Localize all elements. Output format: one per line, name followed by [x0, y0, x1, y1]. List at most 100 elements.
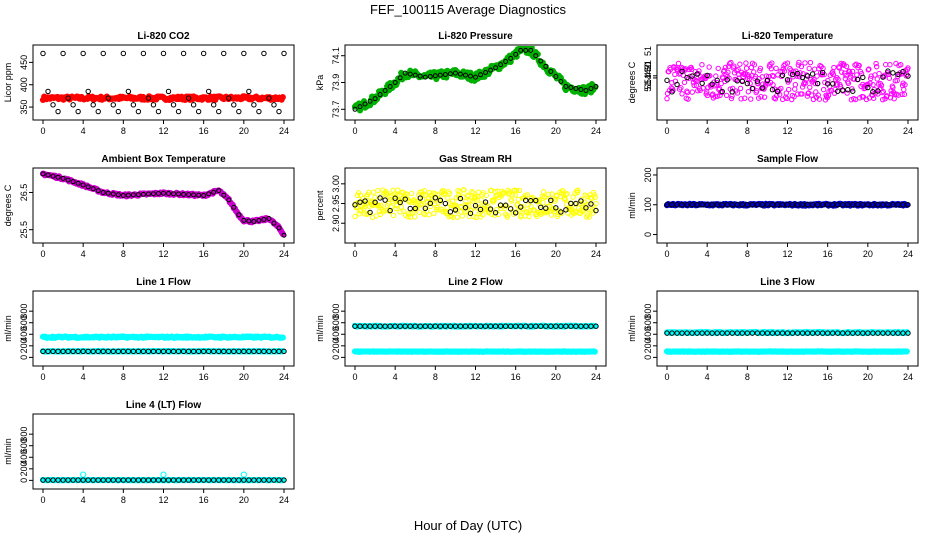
hourly-point: [171, 191, 177, 197]
hourly-point: [870, 202, 876, 208]
hourly-point: [507, 323, 514, 329]
x-tick-label: 24: [591, 249, 601, 259]
hourly-point: [216, 477, 222, 483]
panel-frame: [344, 167, 607, 244]
data-point: [751, 62, 758, 68]
x-tick-label: 8: [433, 126, 438, 136]
hourly-point: [170, 348, 177, 355]
hourly-point: [819, 69, 826, 76]
x-tick-label: 0: [664, 126, 669, 136]
x-tick-label: 16: [199, 126, 209, 136]
plot-area: [352, 187, 599, 220]
data-point: [377, 211, 384, 218]
data-point: [411, 214, 418, 220]
data-point: [454, 214, 461, 220]
hourly-point: [835, 330, 841, 336]
panel-sample_flow: Sample Flow 0 4 8 12 16 20 24 0 100 200 ml/min: [627, 154, 919, 259]
y-tick-label: 200: [643, 167, 653, 182]
hourly-point: [165, 88, 172, 95]
hourly-point: [739, 330, 746, 336]
data-point: [524, 192, 531, 198]
hourly-point: [890, 330, 896, 336]
data-point: [384, 190, 390, 196]
hourly-point: [281, 50, 287, 57]
hourly-point: [231, 477, 237, 483]
hourly-point: [266, 216, 272, 222]
data-point: [375, 187, 381, 194]
data-point: [412, 199, 418, 205]
x-tick-label: 4: [393, 372, 398, 382]
x-tick-label: 0: [352, 372, 357, 382]
data-point: [492, 212, 498, 218]
hourly-point: [125, 192, 131, 198]
hourly-point: [175, 108, 182, 115]
hourly-point: [160, 50, 167, 57]
hourly-point: [105, 95, 111, 101]
hourly-point: [689, 73, 695, 79]
hourly-point: [246, 218, 252, 224]
hourly-point: [900, 68, 906, 75]
hourly-point: [75, 180, 81, 186]
hourly-point: [503, 59, 509, 65]
hourly-point: [40, 348, 46, 355]
hourly-point: [417, 195, 423, 201]
hourly-point: [734, 330, 740, 336]
hourly-point: [100, 348, 106, 355]
data-point: [393, 202, 400, 209]
hourly-point: [553, 205, 559, 211]
hourly-point: [140, 348, 147, 355]
x-tick-label: 20: [239, 495, 249, 505]
hourly-point: [523, 323, 529, 329]
hourly-point: [50, 102, 56, 108]
hourly-point: [185, 477, 192, 483]
data-point: [879, 96, 886, 103]
hourly-point: [870, 89, 876, 95]
data-point: [535, 198, 541, 204]
hourly-point: [754, 202, 761, 208]
data-point: [498, 205, 504, 211]
hourly-point: [105, 477, 111, 483]
hourly-point: [427, 73, 433, 79]
data-point: [279, 334, 286, 341]
data-point: [569, 209, 576, 215]
x-tick-label: 20: [239, 372, 249, 382]
data-point: [898, 62, 904, 68]
hourly-point: [241, 217, 247, 223]
data-point: [540, 189, 547, 195]
data-point: [713, 73, 719, 79]
hourly-point: [744, 80, 751, 87]
y-tick-label: 600: [643, 315, 653, 330]
hourly-point: [487, 323, 494, 329]
hourly-point: [814, 80, 821, 87]
hourly-point: [427, 200, 434, 207]
hourly-point: [704, 202, 710, 208]
data-point: [589, 195, 595, 202]
hourly-point: [488, 67, 494, 73]
hourly-point: [60, 477, 66, 483]
hourly-point: [110, 102, 116, 108]
hourly-point: [130, 348, 137, 355]
hourly-point: [512, 210, 519, 216]
data-point: [784, 95, 790, 102]
hourly-point: [85, 477, 91, 483]
hourly-point: [65, 477, 71, 483]
hourly-point: [205, 348, 212, 355]
hourly-point: [694, 202, 700, 208]
x-tick-label: 0: [664, 372, 669, 382]
x-tick-label: 0: [40, 495, 45, 505]
data-point: [741, 71, 747, 78]
y-tick-label: 73.9: [331, 74, 341, 92]
hourly-point: [50, 477, 56, 483]
data-point: [723, 92, 730, 99]
hourly-point: [382, 323, 388, 329]
hourly-point: [799, 330, 806, 336]
y-tick-label: 0: [19, 355, 29, 360]
hourly-point: [402, 70, 408, 76]
data-point: [699, 62, 705, 68]
hourly-point: [442, 323, 449, 329]
hourly-point: [498, 62, 504, 68]
y-tick-label: 800: [331, 304, 341, 319]
hourly-point: [60, 50, 66, 57]
series-baseline: [663, 348, 910, 355]
hourly-point: [437, 323, 444, 329]
